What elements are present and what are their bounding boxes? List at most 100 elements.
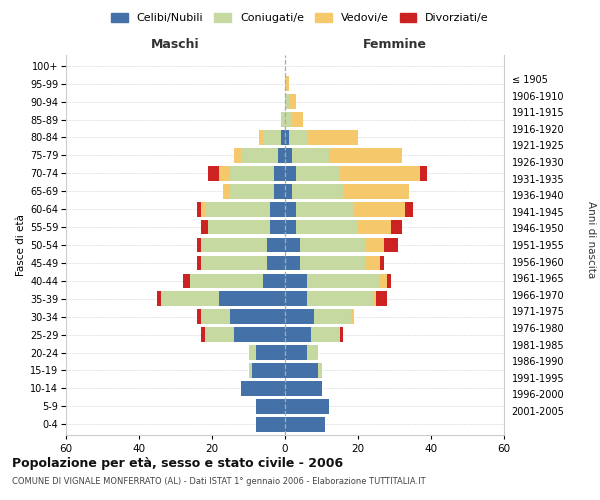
- Bar: [285, 381, 322, 396]
- Bar: [299, 238, 365, 252]
- Bar: [373, 292, 376, 306]
- Bar: [252, 363, 285, 378]
- Bar: [197, 310, 201, 324]
- Bar: [307, 130, 358, 145]
- Bar: [259, 130, 263, 145]
- Bar: [230, 310, 285, 324]
- Bar: [350, 310, 355, 324]
- Bar: [271, 202, 285, 216]
- Bar: [285, 345, 307, 360]
- Bar: [281, 112, 285, 127]
- Bar: [376, 292, 387, 306]
- Bar: [340, 166, 420, 180]
- Bar: [230, 166, 274, 180]
- Bar: [355, 202, 406, 216]
- Bar: [285, 166, 296, 180]
- Bar: [343, 184, 409, 198]
- Bar: [197, 238, 201, 252]
- Bar: [197, 256, 201, 270]
- Bar: [285, 238, 299, 252]
- Bar: [391, 220, 402, 234]
- Bar: [205, 328, 234, 342]
- Bar: [201, 310, 230, 324]
- Bar: [285, 94, 289, 109]
- Bar: [285, 328, 311, 342]
- Bar: [340, 328, 343, 342]
- Bar: [256, 417, 285, 432]
- Bar: [296, 202, 355, 216]
- Bar: [292, 184, 343, 198]
- Bar: [285, 292, 307, 306]
- Bar: [299, 256, 365, 270]
- Legend: Celibi/Nubili, Coniugati/e, Vedovi/e, Divorziati/e: Celibi/Nubili, Coniugati/e, Vedovi/e, Di…: [107, 8, 493, 28]
- Bar: [274, 166, 285, 180]
- Bar: [358, 220, 391, 234]
- Bar: [406, 202, 413, 216]
- Bar: [314, 310, 350, 324]
- Bar: [220, 292, 285, 306]
- Bar: [267, 238, 285, 252]
- Bar: [383, 238, 398, 252]
- Text: Femmine: Femmine: [362, 38, 427, 52]
- Bar: [267, 256, 285, 270]
- Bar: [274, 184, 285, 198]
- Bar: [420, 166, 427, 180]
- Bar: [289, 94, 296, 109]
- Bar: [285, 130, 289, 145]
- Bar: [248, 363, 252, 378]
- Bar: [208, 220, 271, 234]
- Bar: [285, 256, 299, 270]
- Bar: [285, 363, 318, 378]
- Bar: [289, 130, 307, 145]
- Bar: [285, 310, 314, 324]
- Bar: [271, 220, 285, 234]
- Bar: [183, 274, 190, 288]
- Bar: [241, 381, 285, 396]
- Bar: [157, 292, 161, 306]
- Bar: [234, 328, 285, 342]
- Bar: [201, 256, 267, 270]
- Bar: [256, 399, 285, 413]
- Bar: [256, 345, 285, 360]
- Bar: [285, 399, 329, 413]
- Bar: [285, 148, 292, 162]
- Bar: [307, 292, 373, 306]
- Bar: [248, 345, 256, 360]
- Bar: [285, 76, 289, 91]
- Bar: [285, 202, 296, 216]
- Bar: [387, 274, 391, 288]
- Bar: [281, 130, 285, 145]
- Bar: [220, 166, 230, 180]
- Bar: [285, 184, 292, 198]
- Text: Popolazione per età, sesso e stato civile - 2006: Popolazione per età, sesso e stato civil…: [12, 458, 343, 470]
- Bar: [263, 274, 285, 288]
- Bar: [365, 238, 383, 252]
- Bar: [307, 274, 380, 288]
- Bar: [307, 345, 318, 360]
- Bar: [161, 292, 220, 306]
- Text: Maschi: Maschi: [151, 38, 200, 52]
- Bar: [278, 148, 285, 162]
- Bar: [318, 363, 322, 378]
- Bar: [285, 417, 325, 432]
- Bar: [230, 184, 274, 198]
- Bar: [197, 202, 201, 216]
- Bar: [292, 148, 329, 162]
- Y-axis label: Fasce di età: Fasce di età: [16, 214, 26, 276]
- Bar: [201, 328, 205, 342]
- Bar: [208, 166, 220, 180]
- Bar: [263, 130, 281, 145]
- Bar: [285, 220, 296, 234]
- Bar: [329, 148, 402, 162]
- Bar: [365, 256, 380, 270]
- Bar: [201, 220, 208, 234]
- Bar: [296, 166, 340, 180]
- Text: COMUNE DI VIGNALE MONFERRATO (AL) - Dati ISTAT 1° gennaio 2006 - Elaborazione TU: COMUNE DI VIGNALE MONFERRATO (AL) - Dati…: [12, 478, 425, 486]
- Bar: [285, 274, 307, 288]
- Bar: [201, 238, 267, 252]
- Bar: [296, 220, 358, 234]
- Bar: [292, 112, 303, 127]
- Bar: [380, 274, 387, 288]
- Bar: [190, 274, 263, 288]
- Bar: [285, 112, 292, 127]
